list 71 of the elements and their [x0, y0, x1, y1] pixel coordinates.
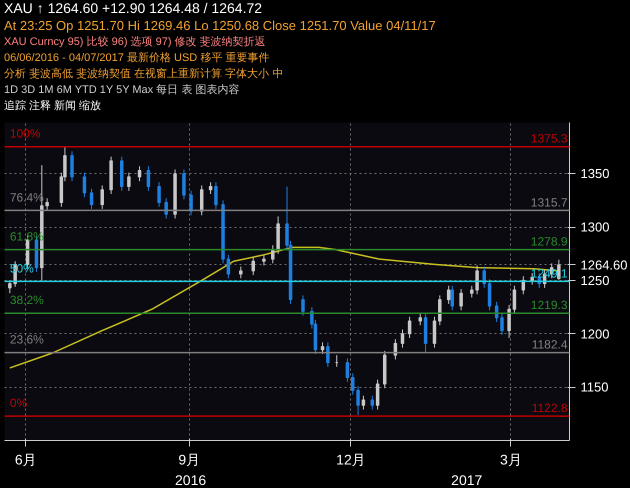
candlestick [500, 313, 504, 336]
candlestick [418, 313, 422, 326]
x-tick-label: 3月 [500, 452, 522, 468]
text: 2017 [451, 471, 482, 490]
ref-line-label: 1278.9 [530, 234, 568, 249]
x-tick-label: 9月 [178, 452, 200, 468]
candlestick [8, 280, 12, 294]
candlestick [200, 184, 204, 216]
candlestick [356, 386, 360, 416]
candlestick [301, 294, 305, 316]
annotation: 100% [10, 126, 41, 141]
y-tick-label: 1200 [580, 326, 610, 342]
x-tick-label: 6月 [14, 452, 37, 468]
candlestick [164, 198, 168, 220]
candlestick [488, 278, 492, 311]
candlestick [362, 395, 366, 410]
y-tick-label: 1150 [580, 380, 608, 395]
text: XAU Curncy 95) 比较 96) 选项 97) 修改 斐波纳契折返 [3, 35, 267, 50]
candlestick [70, 150, 74, 182]
candlestick [470, 285, 474, 298]
text: 追踪 注释 新闻 缩放 [3, 98, 102, 114]
ref-line-label: 1219.3 [530, 298, 568, 312]
candlestick [100, 184, 104, 210]
text: 1D 3D 1M 6M YTD 1Y 5Y Max 每日 表 图表内容 [3, 82, 240, 98]
annotation: 38.2% [10, 293, 44, 308]
ref-line-label: 1375.3 [530, 132, 568, 146]
candlestick [189, 190, 193, 216]
candlestick [446, 285, 450, 304]
y-tick-label: 1350 [580, 166, 610, 182]
candlestick [208, 182, 212, 194]
candlestick [82, 172, 86, 198]
x-tick-label: 12月 [336, 452, 366, 468]
candlestick [346, 358, 350, 382]
chart-subtitle: At 23:25 Op 1251.70 Hi 1269.46 Lo 1250.68 Close 1251.70 Value 04/11/17 [3, 17, 437, 34]
candlestick [127, 172, 131, 192]
y-tick-label: 1300 [580, 220, 610, 235]
text: 06/06/2016 - 04/07/2017 最新价格 USD 移平 重要事件 [3, 50, 270, 66]
y-tick-label: 1250 [580, 272, 610, 288]
candlestick [214, 182, 218, 210]
chart-title: XAU ↑ 1264.60 +12.90 1264.48 / 1264.72 [3, 0, 264, 17]
candlestick [350, 372, 354, 396]
candlestick [239, 266, 243, 279]
candlestick [432, 316, 436, 348]
candlestick [400, 329, 404, 348]
candlestick [157, 182, 161, 208]
candlestick [408, 316, 412, 339]
candlestick [370, 395, 374, 410]
candlestick [475, 264, 479, 295]
annotation: 0% [10, 396, 28, 410]
ref-line-label: 1182.4 [532, 338, 568, 352]
text: 2016 [175, 471, 206, 490]
ref-line-label: 1315.7 [530, 195, 568, 210]
candlestick [326, 342, 330, 368]
candlestick [226, 254, 230, 279]
candlestick [262, 254, 266, 266]
candlestick [182, 168, 186, 200]
candlestick [252, 256, 255, 276]
candlestick [450, 285, 454, 311]
ref-line-label: 1122.8 [532, 401, 568, 416]
text: 分析 斐波高低 斐波纳契值 在视窗上重新计算 字体大小 中 [3, 66, 284, 82]
candlestick [494, 301, 498, 323]
candlestick [438, 294, 442, 326]
candlestick [459, 288, 463, 311]
candlestick [90, 188, 94, 210]
candlestick [146, 166, 150, 192]
annotation: 23.6% [10, 332, 44, 347]
candlestick [320, 342, 324, 355]
candlestick [138, 166, 142, 182]
candlestick [376, 379, 380, 410]
candlestick [45, 198, 49, 211]
y-tick-label: 1264.60 [580, 257, 628, 272]
